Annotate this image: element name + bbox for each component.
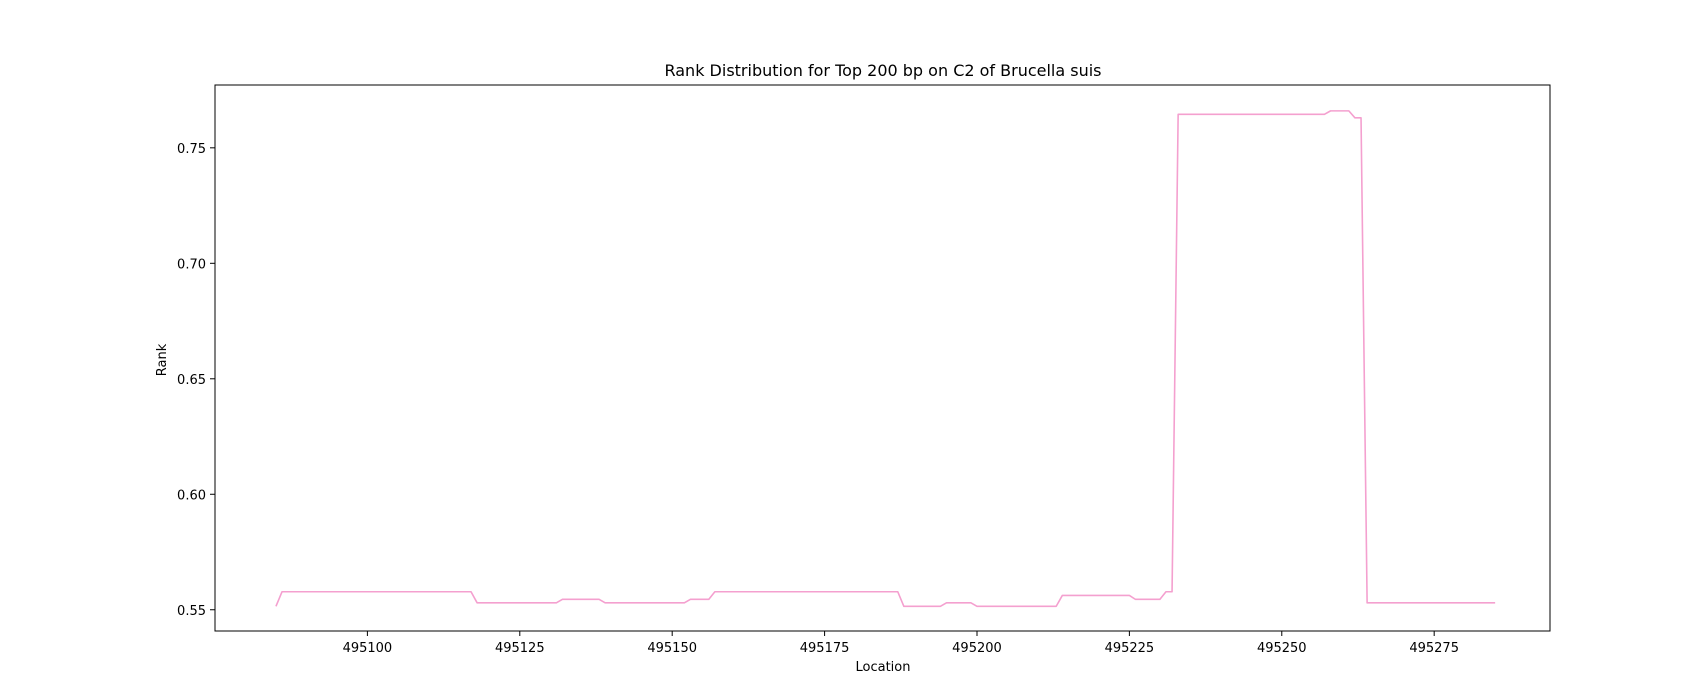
- x-tick-label: 495225: [1105, 641, 1155, 656]
- x-tick-label: 495250: [1257, 641, 1307, 656]
- y-tick-label: 0.75: [177, 142, 206, 157]
- x-tick-label: 495125: [495, 641, 545, 656]
- y-axis-label: Rank: [155, 343, 170, 376]
- x-tick-label: 495275: [1409, 641, 1459, 656]
- y-tick-label: 0.65: [177, 373, 206, 388]
- x-axis-label: Location: [856, 660, 911, 675]
- x-tick-label: 495150: [647, 641, 697, 656]
- x-tick-label: 495175: [800, 641, 850, 656]
- chart-title: Rank Distribution for Top 200 bp on C2 o…: [664, 61, 1101, 80]
- y-tick-label: 0.70: [177, 257, 206, 272]
- y-tick-label: 0.55: [177, 604, 206, 619]
- x-axis: 495100 495125 495150 495175 495200 495225 4952…: [343, 631, 1459, 656]
- y-axis: 0.55 0.60 0.65 0.70 0.75: [177, 142, 215, 619]
- plot-area: [275, 110, 1496, 608]
- x-tick-label: 495100: [343, 641, 393, 656]
- y-tick-label: 0.60: [177, 488, 206, 503]
- plot-frame: [214, 84, 1551, 632]
- x-tick-label: 495200: [952, 641, 1002, 656]
- series-line-1: [275, 110, 1496, 608]
